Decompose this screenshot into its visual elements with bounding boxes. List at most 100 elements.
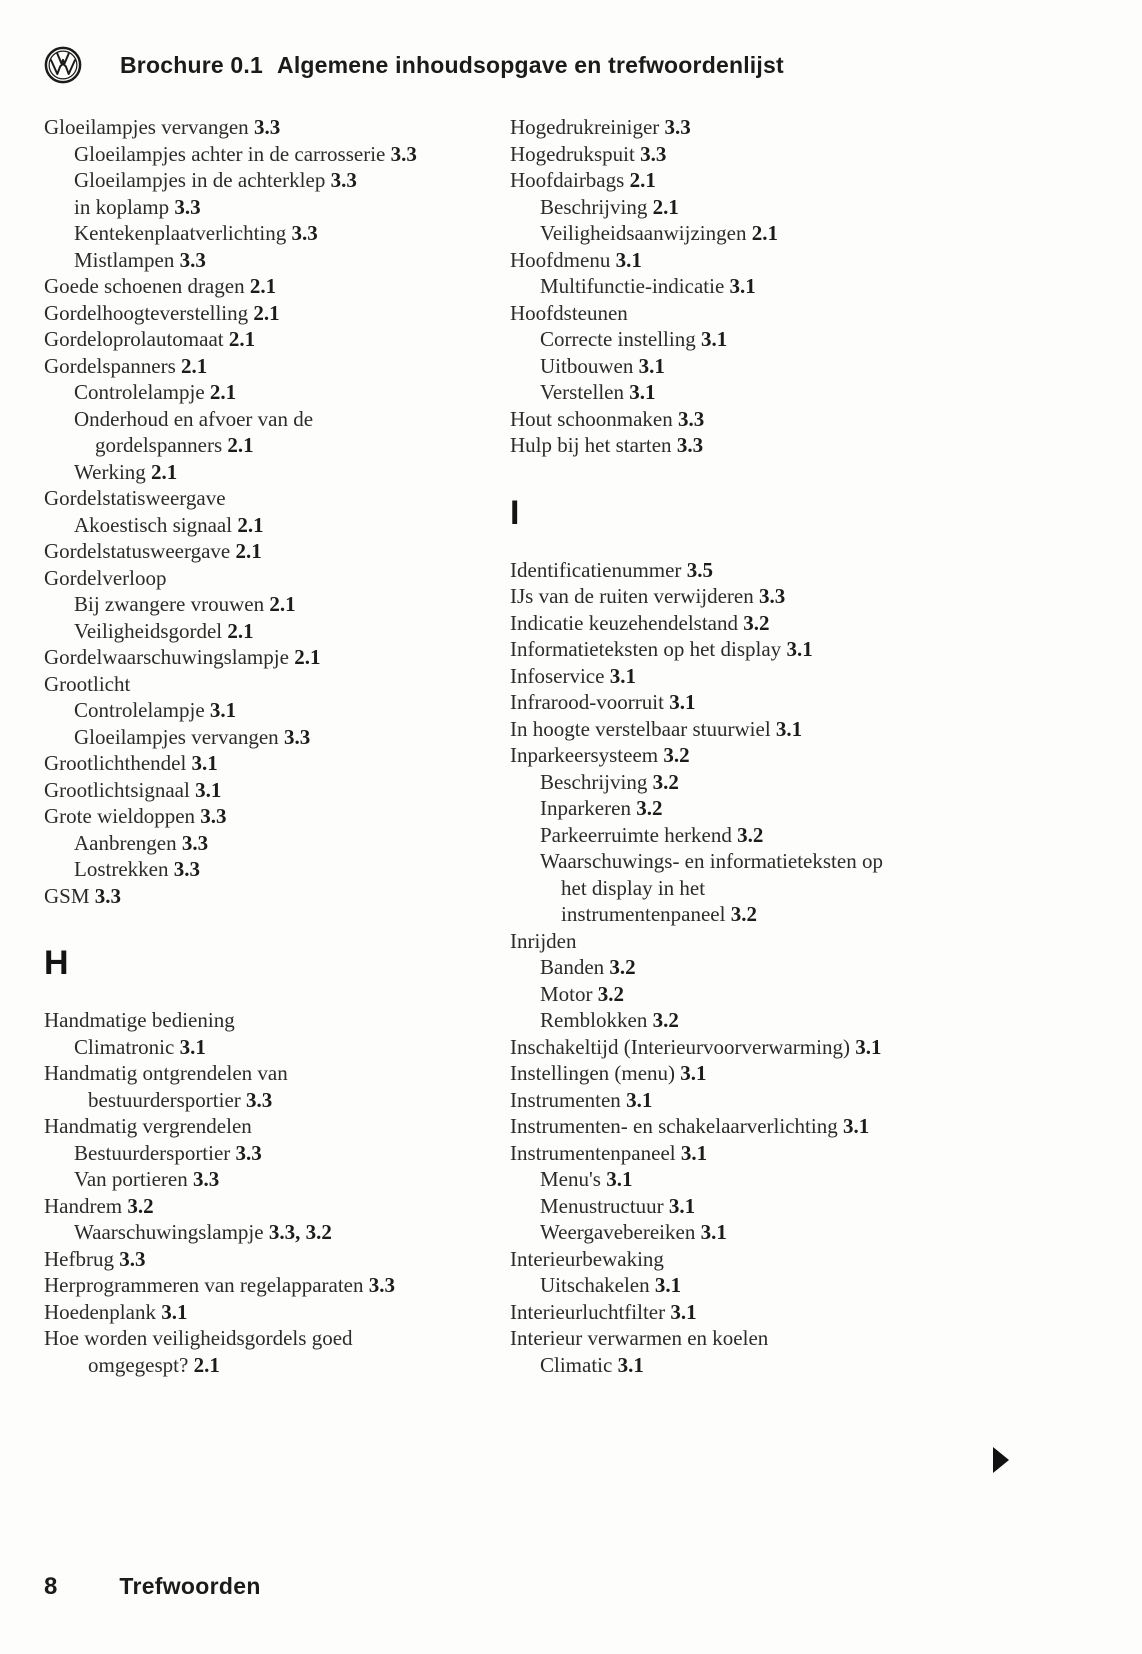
index-entry-page-ref: 3.3 [113,1246,146,1271]
index-entry: Hoofdmenu 3.1 [510,247,1110,274]
index-entry-page-ref: 3.1 [675,1061,707,1085]
index-entry-term: Gloeilampjes vervangen [74,724,279,749]
index-entry-page-ref: 3.1 [612,1352,644,1377]
index-entry-page-ref: 3.1 [649,1273,682,1297]
index-entry-term: Lostrekken [74,857,169,881]
index-entry: Gloeilampjes vervangen 3.3 [44,724,510,751]
index-entry-term: Grootlichthendel [44,751,187,775]
index-entry: Gordeloprolautomaat 2.1 [44,326,510,353]
index-entry-term: Waarschuwingslampje [74,1220,264,1244]
section-letter: H [44,944,69,982]
index-entry: Weergavebereiken 3.1 [510,1219,1110,1246]
index-entry-page-ref: 3.3 [672,406,705,431]
index-entry-term: Controlelampje [74,380,205,404]
index-entry-term: Identificatienummer [510,557,682,582]
index-entry-page-ref: 3.1 [204,698,237,722]
index-entry-term: Uitbouwen [540,353,634,378]
index-entry: Infrarood-voorruit 3.1 [510,689,1110,716]
index-entry: Interieur verwarmen en koelen [510,1325,1110,1352]
index-entry: Verstellen 3.1 [510,379,1110,406]
index-entry: Instellingen (menu) 3.1 [510,1060,1110,1087]
index-entry: Banden 3.2 [510,954,1110,981]
index-entry-page-ref: 3.2 [658,743,690,767]
index-entry: Gordelspanners 2.1 [44,353,510,380]
index-entry-term: Menustructuur [540,1193,664,1218]
index-entry: Gordelwaarschuwingslampje 2.1 [44,644,510,671]
index-entry: Beschrijving 2.1 [510,194,1110,221]
index-entry: Mistlampen 3.3 [44,247,510,274]
index-entry-page-ref: 3.1 [724,274,756,298]
index-entry-term: Interieurluchtfilter [510,1299,666,1324]
index-entry: in koplamp 3.3 [44,194,510,221]
index-entry-page-ref: 3.2 [725,902,757,926]
index-entry-term: Instrumenten- en schakelaarverlichting [510,1114,838,1138]
index-entry: Goede schoenen dragen 2.1 [44,273,510,300]
index-entry-page-ref: 3.1 [604,663,636,688]
index-entry-term: Inrijden [510,928,577,953]
index-entry: Interieurluchtfilter 3.1 [510,1299,1110,1326]
index-entry: Waarschuwingslampje 3.3, 3.2 [44,1219,510,1246]
page-header: Brochure 0.1 Algemene inhoudsopgave en tr… [44,46,1098,84]
index-entry: Uitbouwen 3.1 [510,353,1110,380]
index-entry-page-ref: 3.3 [634,141,667,166]
index-entry-page-ref: 3.3 [176,830,209,855]
index-entry-term: Herprogrammeren van regelapparaten [44,1273,364,1297]
index-entry-page-ref: 3.1 [623,380,656,404]
index-entry-term: Inparkeren [540,796,631,820]
index-entry-page-ref: 3.1 [663,690,696,714]
index-entry-page-ref: 3.3, 3.2 [263,1220,332,1244]
index-entry: Hoofdsteunen [510,300,1110,327]
page-number: 8 [44,1573,58,1600]
index-entry-term: Gloeilampjes vervangen [44,115,249,139]
page-title: Brochure 0.1 Algemene inhoudsopgave en tr… [120,52,784,79]
index-column-left: Gloeilampjes vervangen 3.3 Gloeilampjes a… [44,114,510,1378]
index-entry: Identificatienummer 3.5 [510,557,1110,584]
index-entry-page-ref: 3.1 [186,751,218,775]
index-entry-term: Hoofdairbags [510,168,625,192]
index-entry-term: Aanbrengen [74,830,177,855]
index-entry-page-ref: 2.1 [188,1352,220,1377]
index-entry-term: Interieur verwarmen en koelen [510,1326,769,1350]
index-entry-term: Multifunctie-indicatie [540,274,725,298]
index-entry: Motor 3.2 [510,981,1110,1008]
section-letter: I [510,493,520,532]
index-entry-term: Gordelverloop [44,565,167,590]
index-entry-term: Inparkeersysteem [510,743,659,767]
index-entry-page-ref: 3.3 [187,1167,220,1191]
index-entry: Veiligheidsaanwijzingen 2.1 [510,220,1110,247]
index-entry-term: Infoservice [510,663,605,688]
index-entry-page-ref: 2.1 [288,645,321,669]
index-entry-page-ref: 2.1 [647,194,679,219]
index-entry-term: GSM [44,883,90,908]
index-entry: Onderhoud en afvoer van de gordelspanner… [44,406,510,459]
index-entry: Handmatig vergrendelen [44,1113,510,1140]
index-entry-term: Hoedenplank [44,1299,156,1324]
index-entry: Instrumentenpaneel 3.1 [510,1140,1110,1167]
index-entry-page-ref: 3.1 [620,1087,653,1112]
index-entry-term: Bestuurdersportier [74,1140,231,1165]
index-entry-term: Bij zwangere vrouwen [74,592,265,616]
index-entry-page-ref: 3.3 [363,1273,395,1297]
index-entry: Infoservice 3.1 [510,663,1110,690]
index-entry-term: Werking [74,459,146,484]
index-entry-term: Indicatie keuzehendelstand [510,610,738,635]
index-entry-term: Gloeilampjes achter in de carrosserie [74,141,386,166]
index-entry: Controlelampje 2.1 [44,379,510,406]
index-entry: Gordelverloop [44,565,510,592]
index-entry-term: Hout schoonmaken [510,406,673,431]
index-entry-page-ref: 3.3 [169,194,201,219]
index-entry-term: Informatieteksten op het display [510,637,782,661]
index-entry-term: Hefbrug [44,1246,114,1271]
index-entry-term: Verstellen [540,380,624,404]
index-entry-term: Instrumentenpaneel [510,1140,676,1165]
index-entry: Hoe worden veiligheidsgordels goed omgeg… [44,1325,510,1378]
index-entry: Handrem 3.2 [44,1193,510,1220]
index-entry-page-ref: 3.3 [168,857,200,881]
index-entry-term: Remblokken [540,1008,648,1032]
index-entry: Instrumenten 3.1 [510,1087,1110,1114]
index-entry-term: Banden [540,955,605,979]
index-entry: Aanbrengen 3.3 [44,830,510,857]
index-entry-term: Van portieren [74,1167,188,1191]
index-entry-term: Gloeilampjes in de achterklep [74,168,326,192]
index-entry-page-ref: 3.1 [781,637,813,661]
